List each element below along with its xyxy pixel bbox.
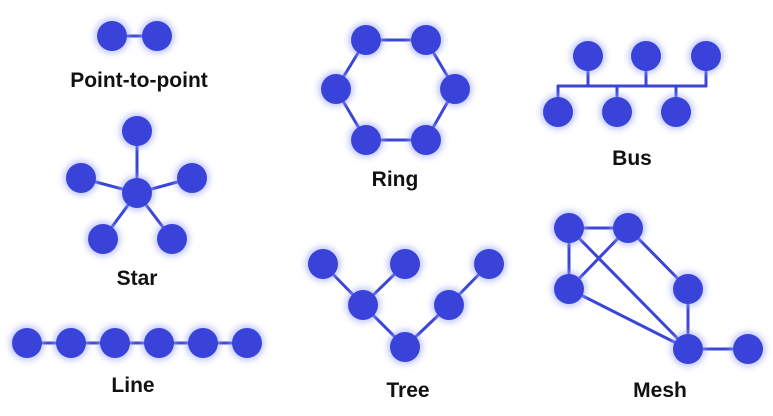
ring-node bbox=[408, 22, 444, 58]
tree-node bbox=[345, 287, 381, 323]
line-node bbox=[185, 325, 221, 361]
topology-line: Line bbox=[9, 325, 265, 397]
star-node bbox=[174, 160, 210, 196]
mesh-node bbox=[670, 271, 706, 307]
bus-node bbox=[628, 38, 664, 74]
tree-root-node bbox=[387, 329, 423, 365]
line-node bbox=[229, 325, 265, 361]
topology-tree: Tree bbox=[305, 246, 507, 402]
tree-leaf-node bbox=[387, 246, 423, 282]
ring-node bbox=[348, 122, 384, 158]
mesh-node bbox=[730, 331, 766, 367]
star-node bbox=[63, 160, 99, 196]
mesh-link bbox=[567, 287, 690, 351]
line-node bbox=[97, 325, 133, 361]
ring-label: Ring bbox=[372, 168, 419, 191]
mesh-node bbox=[551, 210, 587, 246]
mesh-link bbox=[567, 226, 690, 351]
line-node bbox=[141, 325, 177, 361]
star-node bbox=[119, 113, 155, 149]
star-node bbox=[154, 221, 190, 257]
topology-point-to-point: Point-to-point bbox=[70, 18, 208, 92]
ring-node bbox=[348, 22, 384, 58]
ring-node bbox=[318, 71, 354, 107]
bus-node bbox=[570, 38, 606, 74]
mesh-node bbox=[551, 271, 587, 307]
topology-bus: Bus bbox=[540, 38, 724, 170]
topology-star: Star bbox=[63, 113, 210, 290]
bus-node bbox=[540, 94, 576, 130]
topology-mesh: Mesh bbox=[551, 210, 766, 402]
topology-ring: Ring bbox=[318, 22, 473, 191]
p2p-node bbox=[139, 18, 175, 54]
mesh-node bbox=[610, 210, 646, 246]
line-node bbox=[9, 325, 45, 361]
point-to-point-label: Point-to-point bbox=[70, 69, 208, 92]
bus-node bbox=[688, 38, 724, 74]
bus-label: Bus bbox=[612, 147, 652, 170]
line-node bbox=[53, 325, 89, 361]
tree-leaf-node bbox=[305, 246, 341, 282]
tree-label: Tree bbox=[386, 379, 429, 402]
star-hub-node bbox=[119, 175, 155, 211]
ring-node bbox=[408, 122, 444, 158]
tree-node bbox=[431, 287, 467, 323]
line-label: Line bbox=[111, 374, 154, 397]
star-label: Star bbox=[117, 267, 158, 290]
bus-node bbox=[658, 94, 694, 130]
mesh-label: Mesh bbox=[633, 379, 687, 402]
ring-node bbox=[437, 71, 473, 107]
star-node bbox=[85, 221, 121, 257]
tree-leaf-node bbox=[471, 246, 507, 282]
mesh-node bbox=[670, 331, 706, 367]
bus-node bbox=[599, 94, 635, 130]
p2p-node bbox=[94, 18, 130, 54]
